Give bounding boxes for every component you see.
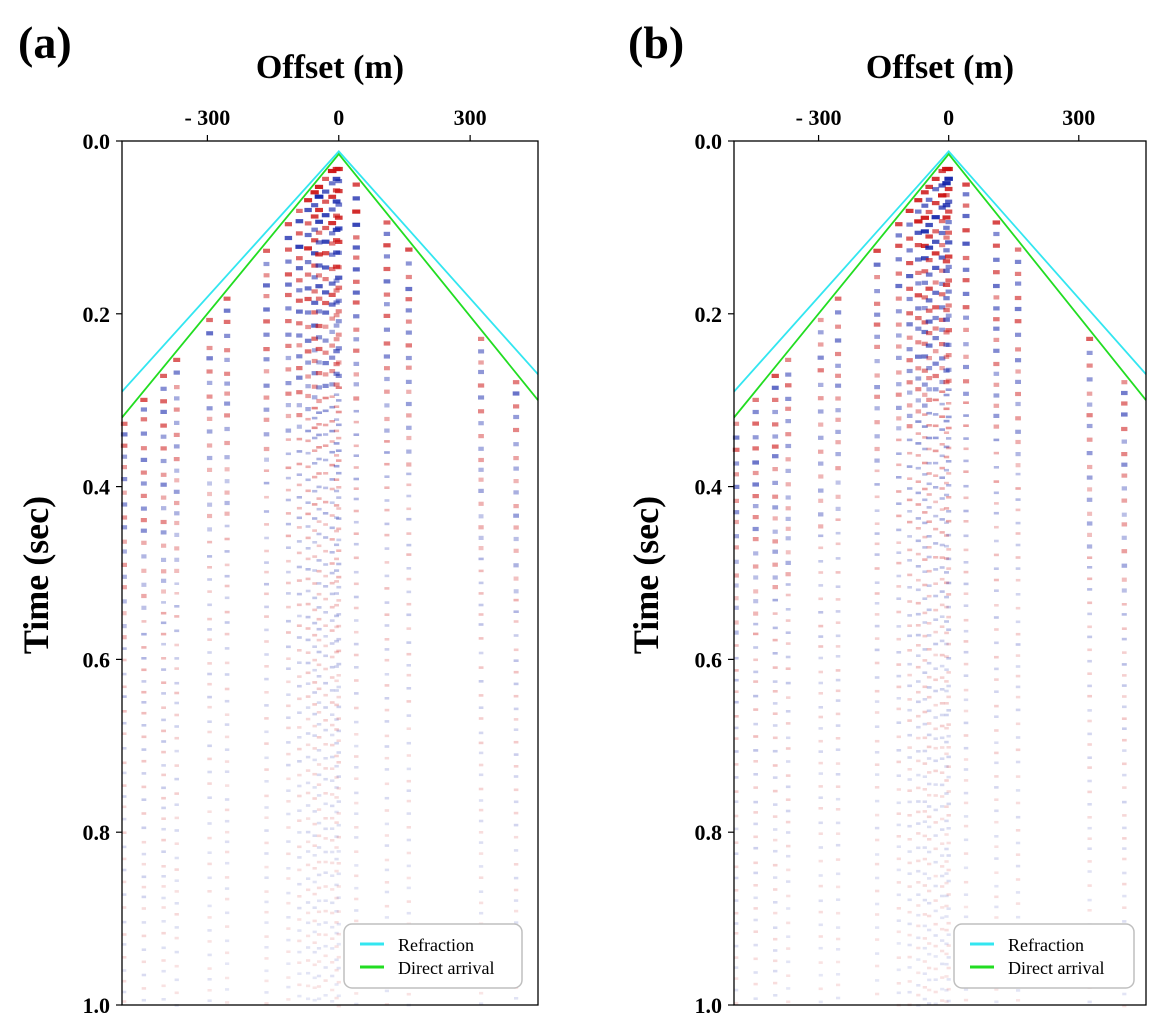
- axis-ticks: - 300 0 300 0.0 0.2 0.4 0.6 0.8 1.0: [695, 105, 1096, 1018]
- legend-refraction-label: Refraction: [1008, 935, 1084, 955]
- y-axis-title: Time (sec): [16, 496, 56, 654]
- seismic-trace: [263, 248, 270, 1005]
- seismic-trace: [962, 182, 970, 1002]
- seismic-trace: [834, 296, 842, 1000]
- x-axis-title: Offset (m): [256, 49, 404, 86]
- seismic-trace: [920, 190, 929, 1001]
- seismic-trace: [120, 421, 128, 1003]
- seismic-trace: [310, 190, 319, 1002]
- legend-direct-label: Direct arrival: [1008, 958, 1104, 978]
- seismic-trace: [944, 166, 953, 1003]
- seismic-trace: [905, 208, 914, 1007]
- y-tick-label: 0.2: [695, 302, 723, 327]
- legend-refraction-label: Refraction: [398, 935, 474, 955]
- seismic-trace: [352, 182, 361, 1006]
- x-tick-label: 0: [943, 105, 954, 130]
- refraction-line: [121, 150, 539, 393]
- seismic-trace: [173, 357, 181, 1007]
- plot-frame: [121, 140, 539, 1006]
- x-tick-label: 300: [1062, 105, 1095, 130]
- seismic-trace: [752, 397, 759, 1000]
- seismic-trace: [284, 222, 293, 1001]
- seismic-trace: [314, 184, 324, 1001]
- seismic-trace: [140, 397, 148, 1002]
- seismic-trace: [771, 373, 779, 997]
- plot-frame: [733, 140, 1147, 1006]
- legend-direct-label: Direct arrival: [398, 958, 494, 978]
- seismic-trace: [512, 380, 520, 1000]
- seismic-trace: [295, 208, 304, 998]
- y-tick-label: 1.0: [695, 993, 723, 1018]
- y-tick-label: 0.8: [83, 820, 111, 845]
- seismic-trace: [1121, 380, 1128, 1008]
- seismic-trace: [223, 296, 231, 1004]
- panel-b: (b) Offset (m) Time (sec) - 300 0 300 0.0 0.…: [626, 17, 1147, 1018]
- seismic-trace: [942, 166, 951, 1003]
- legend-box: [953, 923, 1135, 989]
- seismic-trace: [334, 166, 343, 1008]
- direct-arrival-line: [733, 152, 1147, 419]
- y-tick-label: 1.0: [83, 993, 111, 1018]
- x-tick-label: - 300: [796, 105, 842, 130]
- seismic-trace: [383, 220, 391, 1006]
- legend-box: [343, 923, 523, 989]
- legend: Refraction Direct arrival: [953, 923, 1135, 989]
- y-tick-label: 0.6: [83, 647, 111, 672]
- seismic-trace: [817, 317, 824, 1004]
- y-tick-label: 0.4: [83, 475, 111, 500]
- refraction-line: [733, 150, 1147, 393]
- seismic-trace: [304, 198, 313, 1001]
- y-tick-label: 0.2: [83, 302, 111, 327]
- panel-label: (b): [628, 17, 684, 68]
- x-tick-label: - 300: [184, 105, 230, 130]
- x-tick-label: 0: [333, 105, 344, 130]
- seismic-trace: [895, 222, 903, 1007]
- plot-area: [120, 150, 539, 1008]
- seismic-trace: [405, 247, 413, 1007]
- panel-a: (a) Offset (m) Time (sec) - 300 0 300 0.0 0.…: [16, 17, 539, 1018]
- y-tick-label: 0.0: [695, 129, 723, 154]
- legend: Refraction Direct arrival: [343, 923, 523, 989]
- seismic-trace: [785, 357, 792, 1004]
- seismic-trace: [1086, 336, 1094, 1004]
- y-tick-label: 0.8: [695, 820, 723, 845]
- x-axis-title: Offset (m): [866, 49, 1014, 86]
- seismic-trace: [1014, 247, 1022, 1002]
- seismic-trace: [931, 176, 940, 1006]
- y-tick-label: 0.0: [83, 129, 111, 154]
- y-tick-label: 0.6: [695, 647, 723, 672]
- seismic-trace: [938, 168, 947, 1002]
- seismic-trace: [873, 248, 881, 996]
- seismic-trace: [160, 373, 167, 1001]
- direct-arrival-line: [121, 152, 539, 419]
- seismic-trace: [914, 198, 923, 1007]
- panel-label: (a): [18, 17, 72, 68]
- plot-area: [732, 150, 1147, 1008]
- y-tick-label: 0.4: [695, 475, 723, 500]
- seismic-trace: [732, 421, 740, 1005]
- x-tick-label: 300: [454, 105, 487, 130]
- seismic-trace: [321, 176, 330, 997]
- seismic-trace: [477, 336, 485, 1005]
- y-axis-title: Time (sec): [626, 496, 666, 654]
- axis-ticks: - 300 0 300 0.0 0.2 0.4 0.6 0.8 1.0: [83, 105, 487, 1018]
- seismic-trace: [992, 220, 1001, 1004]
- seismic-trace: [206, 317, 214, 1002]
- seismic-trace: [327, 168, 337, 1003]
- seismic-trace: [925, 184, 934, 1005]
